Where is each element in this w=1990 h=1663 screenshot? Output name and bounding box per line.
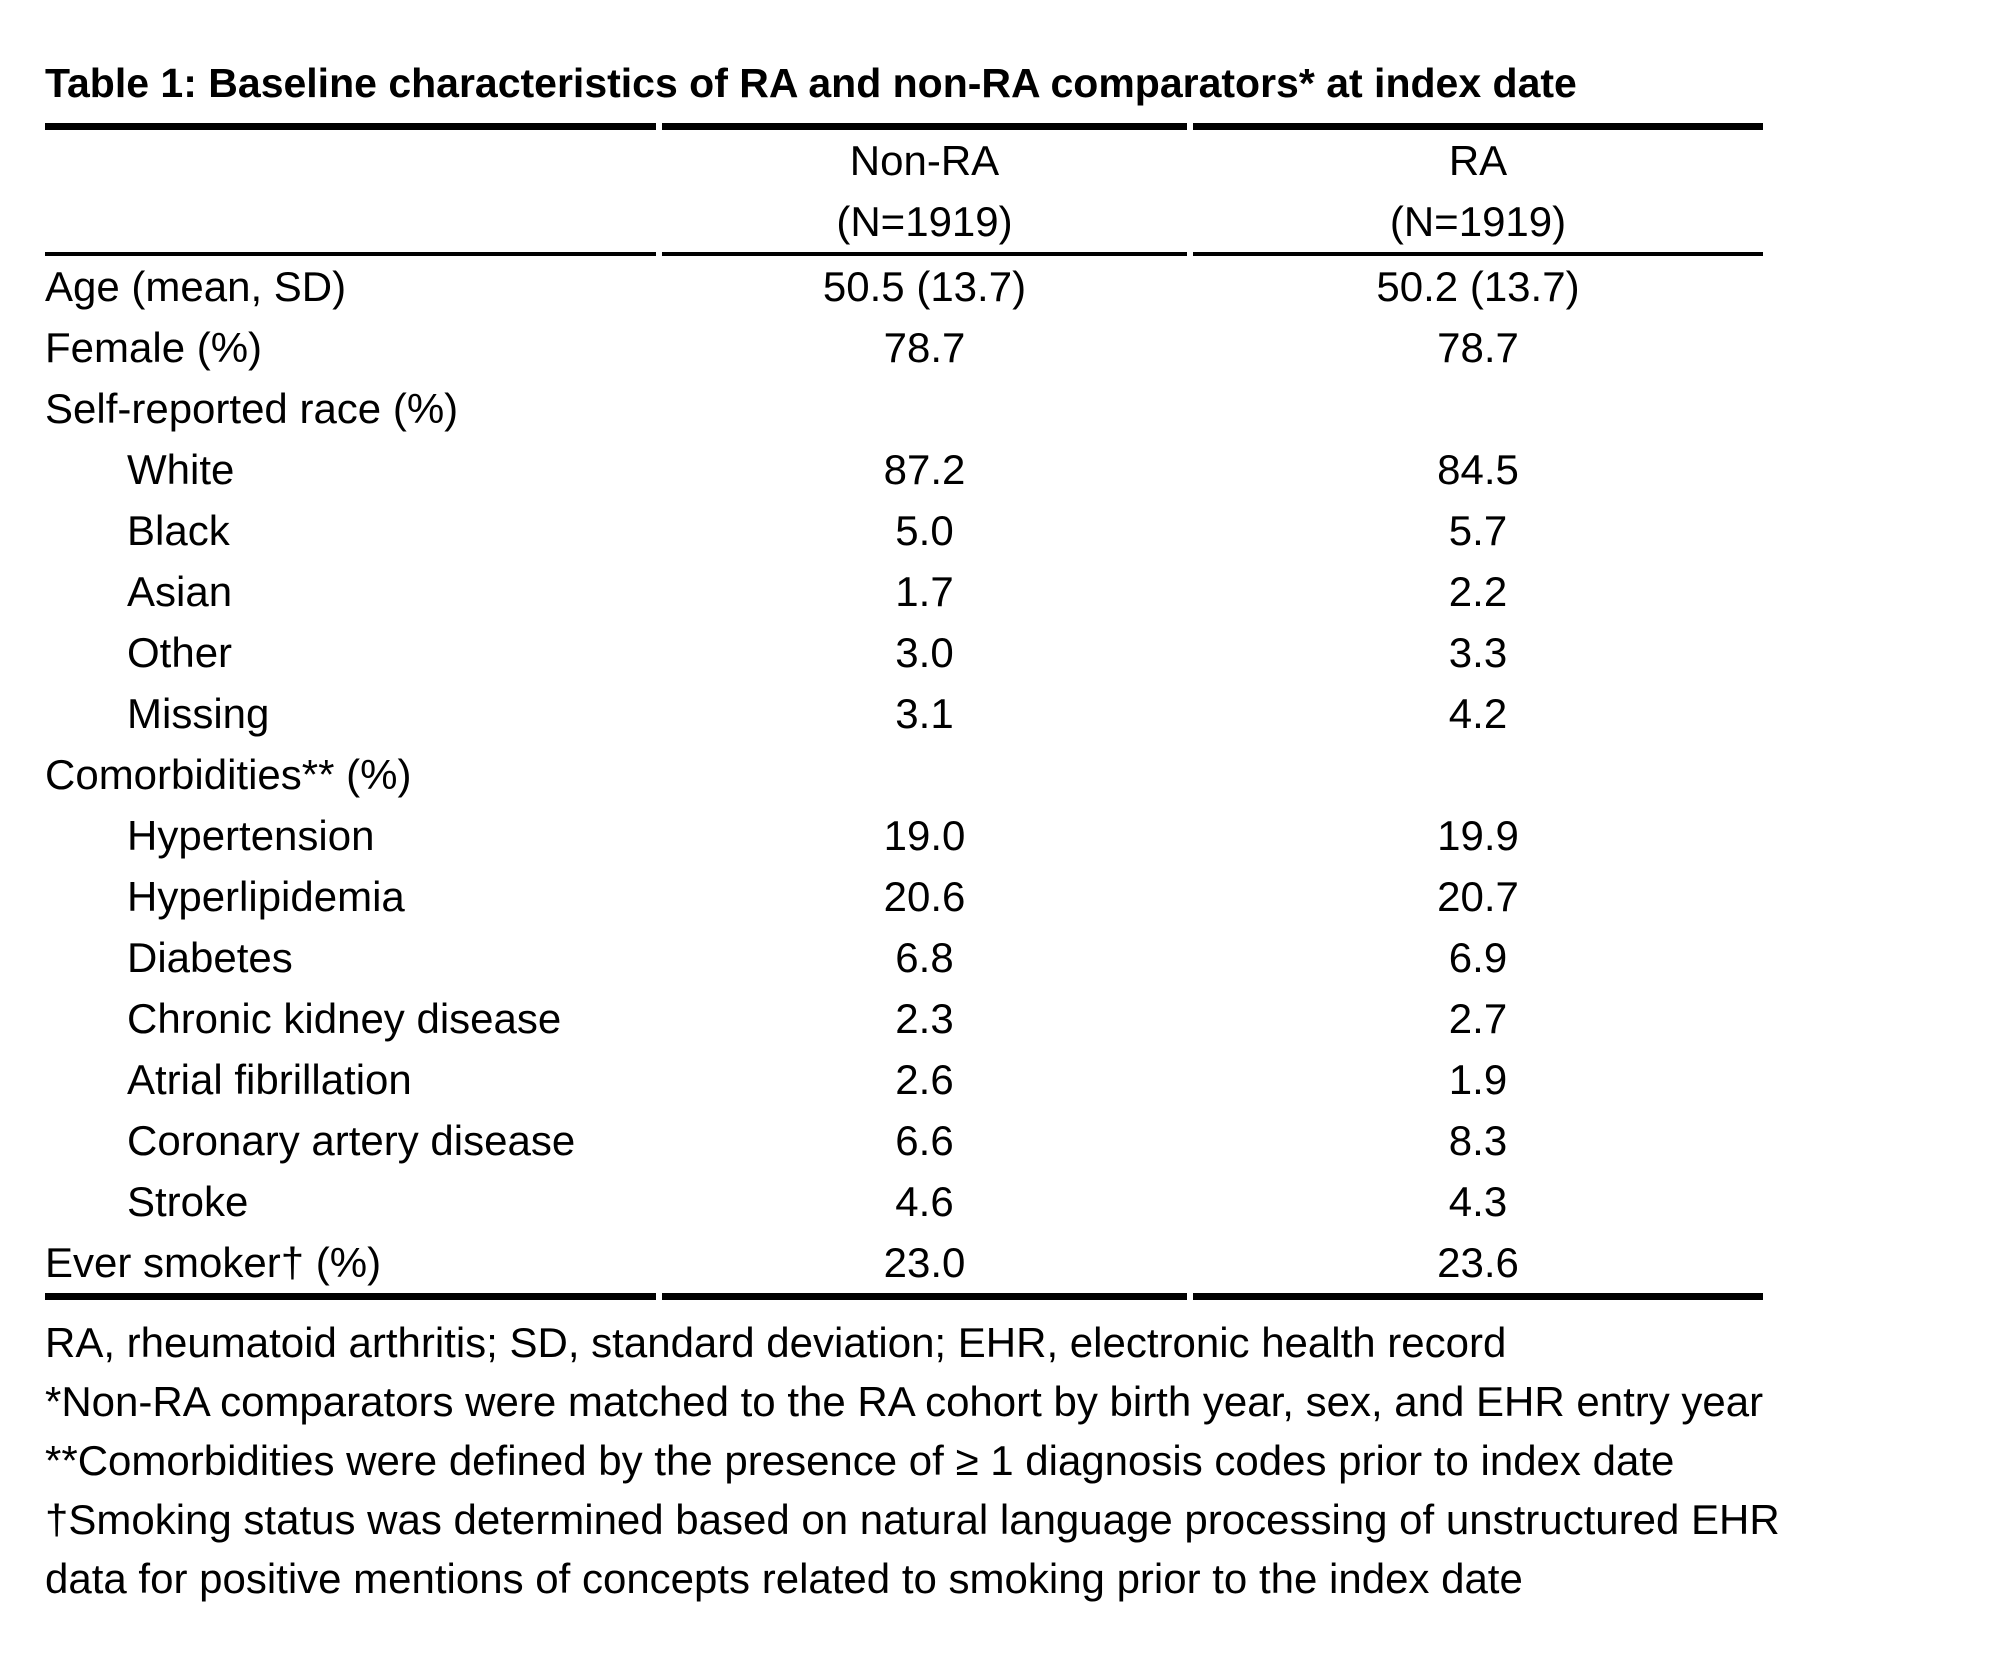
row-label: Stroke (127, 1178, 249, 1226)
table-title: Table 1: Baseline characteristics of RA … (45, 60, 1577, 106)
column-header-nonra: Non-RA (N=1919) (662, 123, 1187, 257)
ra-value: 4.3 (1448, 1178, 1508, 1226)
table-row: White 87.2 84.5 (45, 439, 1763, 500)
ra-value: 4.2 (1448, 690, 1508, 738)
column-n: (N=1919) (1389, 198, 1567, 246)
ra-value: 1.9 (1448, 1056, 1508, 1104)
ra-value: 8.3 (1448, 1117, 1508, 1165)
ra-value: 2.2 (1448, 568, 1508, 616)
nonra-value: 87.2 (883, 446, 966, 494)
footnote-smoking-line1: †Smoking status was determined based on … (45, 1496, 1780, 1544)
row-label: Diabetes (127, 934, 293, 982)
nonra-value: 5.0 (895, 507, 954, 555)
header-row: Non-RA (N=1919) RA (N=1919) (45, 123, 1763, 257)
table-footnotes: RA, rheumatoid arthritis; SD, standard d… (45, 1313, 1945, 1608)
ra-value (1193, 744, 1763, 805)
ra-value: 84.5 (1437, 446, 1519, 494)
nonra-value: 3.1 (895, 690, 954, 738)
column-name: RA (1448, 137, 1508, 185)
table-header: Non-RA (N=1919) RA (N=1919) (45, 123, 1763, 257)
nonra-value (662, 744, 1187, 805)
table-row: Asian 1.7 2.2 (45, 561, 1763, 622)
row-label: Female (%) (45, 324, 263, 372)
baseline-characteristics-table: Non-RA (N=1919) RA (N=1919) Age (mean, S… (39, 123, 1769, 1301)
table-row: Hyperlipidemia 20.6 20.7 (45, 866, 1763, 927)
row-label: Age (mean, SD) (45, 263, 347, 311)
nonra-value: 4.6 (895, 1178, 954, 1226)
column-name: Non-RA (849, 137, 1000, 185)
row-label: Atrial fibrillation (127, 1056, 412, 1104)
ra-value: 50.2 (13.7) (1376, 263, 1580, 311)
nonra-value: 3.0 (895, 629, 954, 677)
ra-value (1193, 378, 1763, 439)
table-row: Comorbidities** (%) (45, 744, 1763, 805)
table-row: Chronic kidney disease 2.3 2.7 (45, 988, 1763, 1049)
ra-value: 3.3 (1448, 629, 1508, 677)
ra-value: 78.7 (1437, 324, 1519, 372)
row-label: Comorbidities** (%) (45, 751, 412, 799)
nonra-value: 6.6 (895, 1117, 954, 1165)
table-row: Stroke 4.6 4.3 (45, 1171, 1763, 1232)
table-row: Black 5.0 5.7 (45, 500, 1763, 561)
nonra-value: 20.6 (883, 873, 966, 921)
nonra-value (662, 378, 1187, 439)
ra-value: 19.9 (1437, 812, 1519, 860)
row-label: Chronic kidney disease (127, 995, 562, 1043)
table-row: Coronary artery disease 6.6 8.3 (45, 1110, 1763, 1171)
table-body: Age (mean, SD) 50.5 (13.7) 50.2 (13.7) F… (45, 256, 1763, 1301)
ra-value: 5.7 (1448, 507, 1508, 555)
table-row: Hypertension 19.0 19.9 (45, 805, 1763, 866)
table-row: Diabetes 6.8 6.9 (45, 927, 1763, 988)
table-row: Ever smoker† (%) 23.0 23.6 (45, 1232, 1763, 1301)
table-row: Age (mean, SD) 50.5 (13.7) 50.2 (13.7) (45, 256, 1763, 317)
row-label: Asian (127, 568, 233, 616)
nonra-value: 1.7 (895, 568, 954, 616)
row-label: Hypertension (127, 812, 375, 860)
row-label: Other (127, 629, 233, 677)
ra-value: 20.7 (1437, 873, 1519, 921)
table-row: Self-reported race (%) (45, 378, 1763, 439)
nonra-value: 6.8 (895, 934, 954, 982)
ra-value: 23.6 (1193, 1232, 1763, 1301)
nonra-value: 78.7 (883, 324, 966, 372)
row-label: Coronary artery disease (127, 1117, 576, 1165)
column-header-ra: RA (N=1919) (1193, 123, 1763, 257)
nonra-value: 23.0 (662, 1232, 1187, 1301)
nonra-value: 50.5 (13.7) (822, 263, 1027, 311)
ra-value: 6.9 (1448, 934, 1508, 982)
nonra-value: 2.6 (895, 1056, 954, 1104)
table-row: Missing 3.1 4.2 (45, 683, 1763, 744)
ra-value: 2.7 (1448, 995, 1508, 1043)
header-spacer (45, 123, 656, 257)
row-label: Self-reported race (%) (45, 385, 459, 433)
footnote-comorbidities: **Comorbidities were defined by the pres… (45, 1437, 1675, 1485)
table-row: Female (%) 78.7 78.7 (45, 317, 1763, 378)
row-label: Missing (127, 690, 270, 738)
table-row: Atrial fibrillation 2.6 1.9 (45, 1049, 1763, 1110)
row-label: White (127, 446, 235, 494)
nonra-value: 2.3 (895, 995, 954, 1043)
table-row: Other 3.0 3.3 (45, 622, 1763, 683)
row-label: Black (127, 507, 230, 555)
column-n: (N=1919) (836, 198, 1013, 246)
row-label: Ever smoker† (%) (45, 1232, 656, 1301)
footnote-abbreviations: RA, rheumatoid arthritis; SD, standard d… (45, 1319, 1507, 1367)
nonra-value: 19.0 (883, 812, 966, 860)
footnote-matching: *Non-RA comparators were matched to the … (45, 1378, 1764, 1426)
row-label: Hyperlipidemia (127, 873, 405, 921)
footnote-smoking-line2: data for positive mentions of concepts r… (45, 1555, 1523, 1603)
